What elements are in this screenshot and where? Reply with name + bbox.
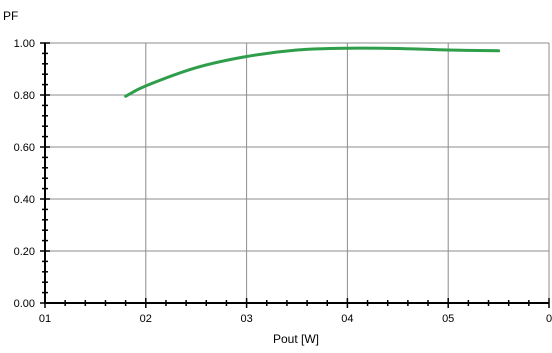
x-tick-label: 05	[442, 313, 454, 325]
y-tick-label: 0.60	[14, 142, 35, 154]
x-tick-label: 02	[140, 313, 152, 325]
pf-series-line	[124, 46, 501, 98]
x-tick-label: 01	[39, 313, 51, 325]
x-tick-label: 04	[341, 313, 353, 325]
series-group	[124, 46, 501, 98]
axes	[44, 43, 549, 304]
x-tick-label: 03	[240, 313, 252, 325]
y-axis-title: PF	[3, 9, 18, 23]
y-tick-label: 0.20	[14, 246, 35, 258]
x-tick-labels: 01 02 03 04 05 0	[39, 313, 552, 325]
y-tick-label: 1.00	[14, 38, 35, 50]
y-tick-labels: 0.00 0.20 0.40 0.60 0.80 1.00	[14, 38, 35, 310]
x-axis-title: Pout [W]	[273, 332, 319, 346]
axis-ticks	[40, 42, 550, 308]
gridlines	[45, 42, 550, 303]
y-tick-label: 0.40	[14, 194, 35, 206]
x-tick-label: 0	[546, 313, 552, 325]
y-tick-label: 0.00	[14, 298, 35, 310]
y-tick-label: 0.80	[14, 90, 35, 102]
